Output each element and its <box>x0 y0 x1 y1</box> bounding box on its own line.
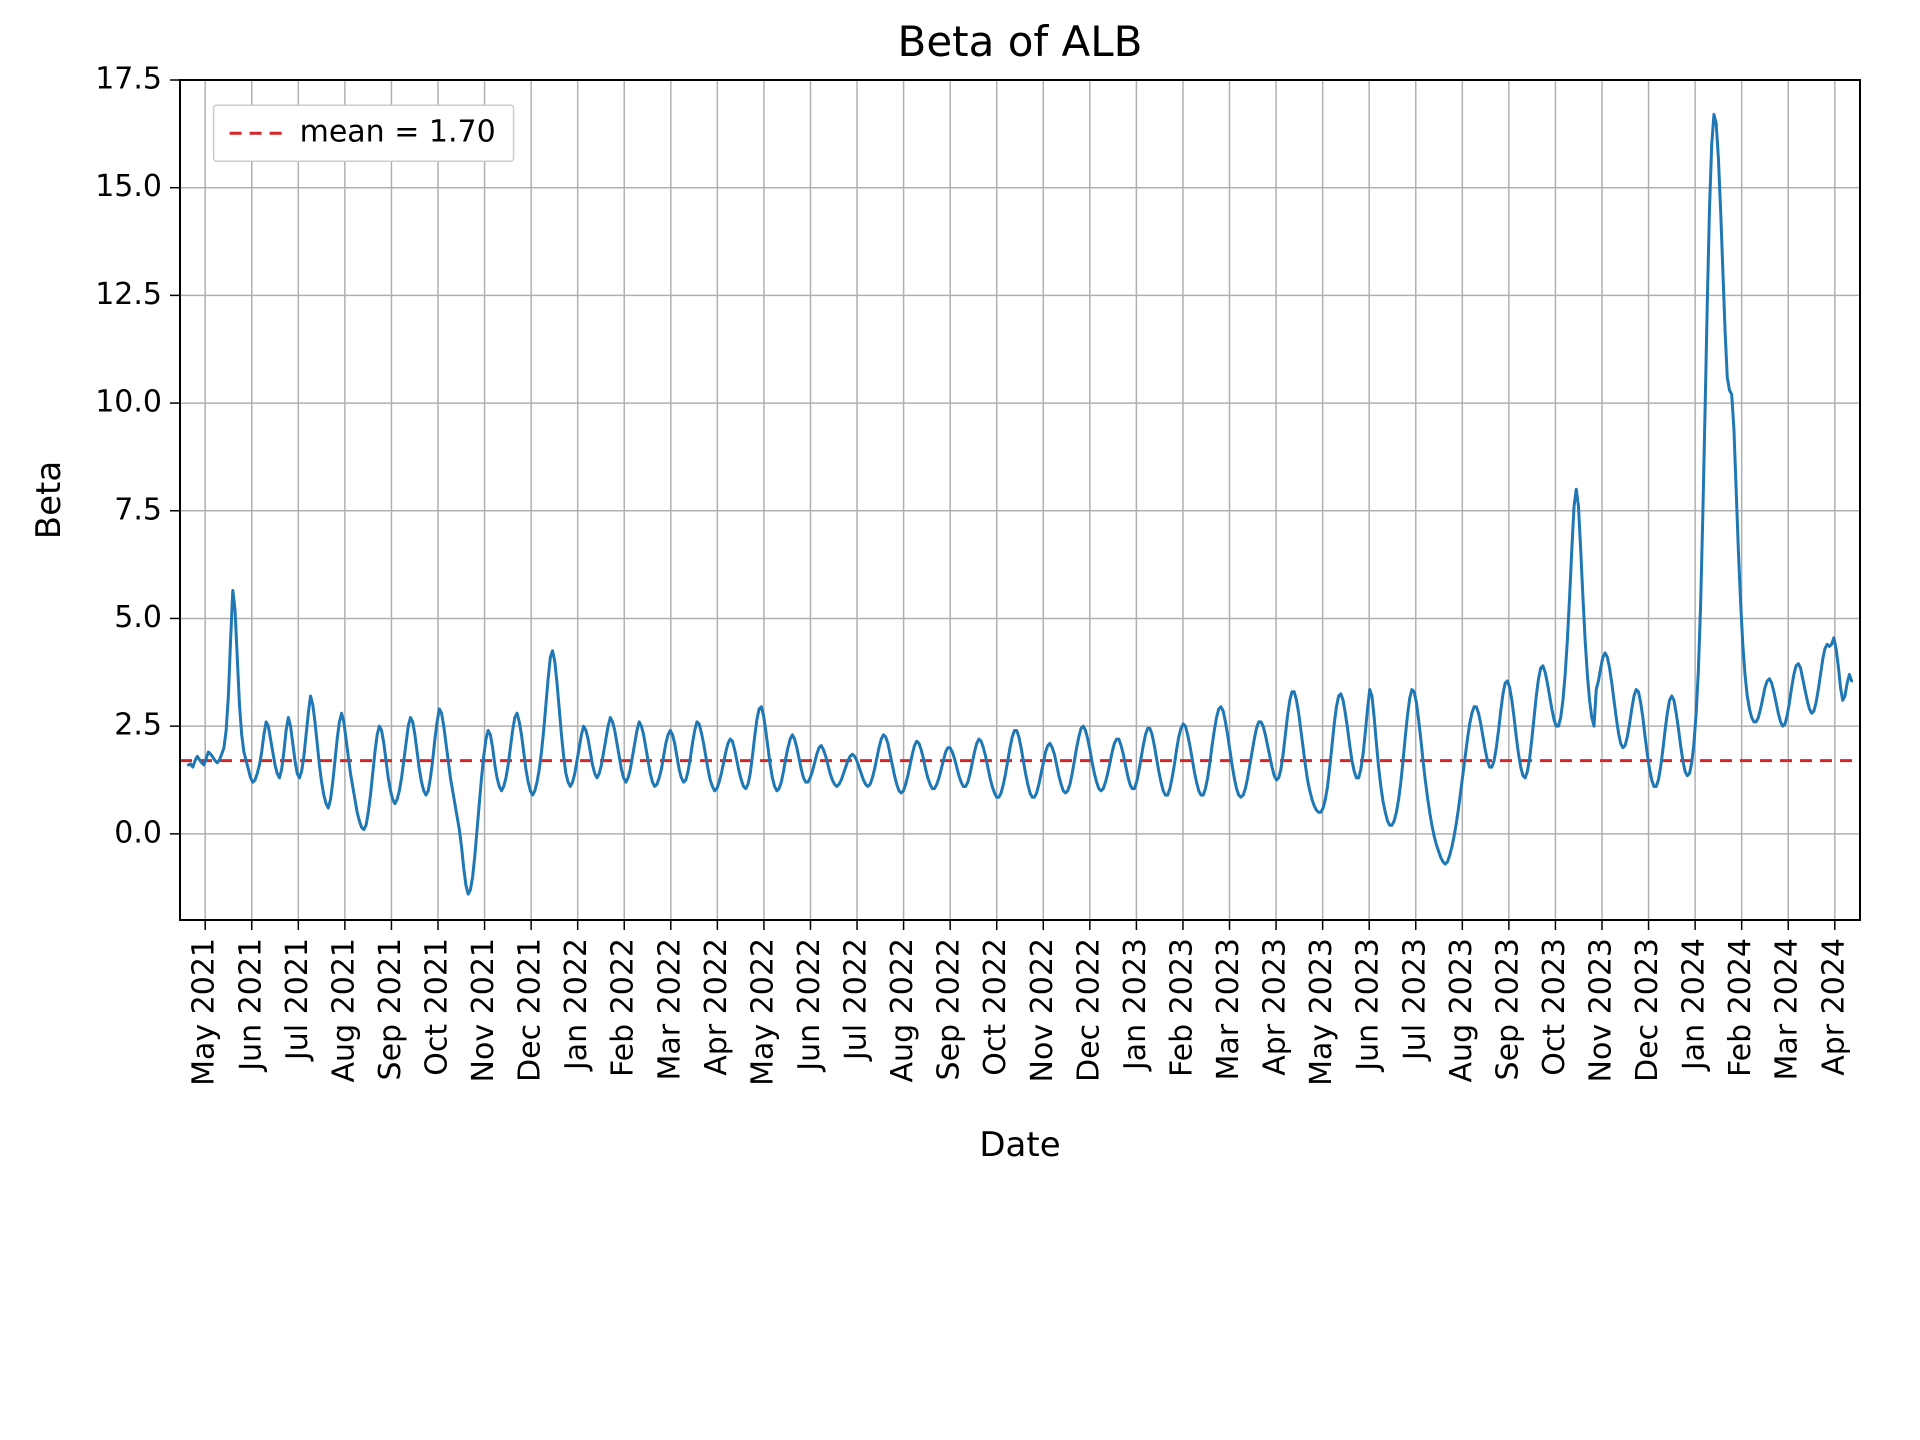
x-tick-label: Jul 2022 <box>839 938 874 1062</box>
y-tick-label: 12.5 <box>95 277 162 312</box>
x-tick-label: Nov 2022 <box>1025 938 1060 1082</box>
legend: mean = 1.70 <box>214 105 514 161</box>
y-tick-label: 15.0 <box>95 169 162 204</box>
x-tick-label: Jul 2023 <box>1397 938 1432 1062</box>
x-tick-label: Aug 2023 <box>1444 938 1479 1082</box>
x-tick-label: Jan 2023 <box>1118 938 1153 1072</box>
x-tick-label: Feb 2024 <box>1723 938 1758 1077</box>
y-tick-label: 5.0 <box>114 600 162 635</box>
x-tick-label: Jan 2024 <box>1677 938 1712 1072</box>
y-axis-label: Beta <box>29 461 69 539</box>
x-tick-label: Aug 2021 <box>326 938 361 1082</box>
x-tick-label: May 2021 <box>187 938 222 1086</box>
x-tick-label: Apr 2024 <box>1816 938 1851 1076</box>
y-tick-label: 0.0 <box>114 815 162 850</box>
x-tick-label: Aug 2022 <box>885 938 920 1082</box>
x-tick-label: Sep 2022 <box>932 938 967 1080</box>
x-tick-label: Feb 2023 <box>1164 938 1199 1077</box>
x-tick-label: May 2022 <box>745 938 780 1086</box>
legend-label: mean = 1.70 <box>300 115 496 150</box>
x-tick-label: Sep 2021 <box>373 938 408 1080</box>
x-tick-label: Nov 2021 <box>466 938 501 1082</box>
x-tick-label: Apr 2022 <box>699 938 734 1076</box>
y-tick-label: 7.5 <box>114 492 162 527</box>
x-tick-label: Mar 2023 <box>1211 938 1246 1081</box>
chart-container: 0.0 2.5 5.0 7.5 10.0 12.5 15.0 17.5 May 2021 Jun … <box>0 0 1920 1440</box>
x-tick-label: Mar 2022 <box>652 938 687 1081</box>
x-tick-label: Jun 2021 <box>233 938 268 1073</box>
chart-title: Beta of ALB <box>898 17 1143 66</box>
y-tick-label: 10.0 <box>95 385 162 420</box>
x-tick-label: Oct 2021 <box>420 938 455 1076</box>
x-tick-label: Dec 2021 <box>513 938 548 1082</box>
x-axis-label: Date <box>979 1125 1060 1165</box>
x-tick-label: Oct 2023 <box>1537 938 1572 1076</box>
x-tick-label: Jul 2021 <box>280 938 315 1062</box>
x-tick-label: Apr 2023 <box>1258 938 1293 1076</box>
x-tick-label: Dec 2023 <box>1630 938 1665 1082</box>
x-tick-label: Mar 2024 <box>1770 938 1805 1081</box>
x-tick-label: Feb 2022 <box>606 938 641 1077</box>
x-tick-label: Jun 2023 <box>1351 938 1386 1073</box>
y-tick-label: 17.5 <box>95 62 162 97</box>
beta-chart-svg: 0.0 2.5 5.0 7.5 10.0 12.5 15.0 17.5 May 2021 Jun … <box>0 0 1920 1440</box>
y-tick-label: 2.5 <box>114 708 162 743</box>
x-tick-label: Nov 2023 <box>1584 938 1619 1082</box>
x-tick-label: Dec 2022 <box>1071 938 1106 1082</box>
x-tick-label: Sep 2023 <box>1490 938 1525 1080</box>
x-tick-label: May 2023 <box>1304 938 1339 1086</box>
x-tick-label: Oct 2022 <box>978 938 1013 1076</box>
x-tick-label: Jun 2022 <box>792 938 827 1073</box>
x-tick-label: Jan 2022 <box>559 938 594 1072</box>
